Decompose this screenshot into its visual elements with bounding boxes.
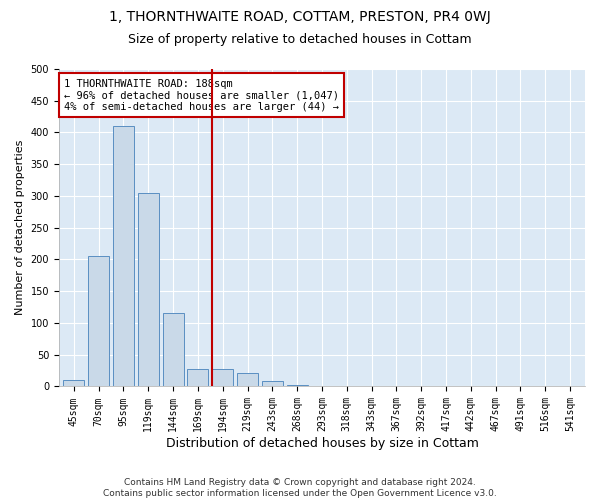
Bar <box>113 126 134 386</box>
Text: 1 THORNTHWAITE ROAD: 188sqm
← 96% of detached houses are smaller (1,047)
4% of s: 1 THORNTHWAITE ROAD: 188sqm ← 96% of det… <box>64 78 339 112</box>
Bar <box>63 380 85 386</box>
Bar <box>88 256 109 386</box>
Bar <box>163 314 184 386</box>
Text: Contains HM Land Registry data © Crown copyright and database right 2024.
Contai: Contains HM Land Registry data © Crown c… <box>103 478 497 498</box>
Text: 1, THORNTHWAITE ROAD, COTTAM, PRESTON, PR4 0WJ: 1, THORNTHWAITE ROAD, COTTAM, PRESTON, P… <box>109 10 491 24</box>
Bar <box>137 193 159 386</box>
Bar <box>262 382 283 386</box>
Bar <box>287 384 308 386</box>
X-axis label: Distribution of detached houses by size in Cottam: Distribution of detached houses by size … <box>166 437 478 450</box>
Bar <box>212 368 233 386</box>
Bar <box>237 372 258 386</box>
Bar <box>187 368 208 386</box>
Text: Size of property relative to detached houses in Cottam: Size of property relative to detached ho… <box>128 32 472 46</box>
Y-axis label: Number of detached properties: Number of detached properties <box>15 140 25 316</box>
